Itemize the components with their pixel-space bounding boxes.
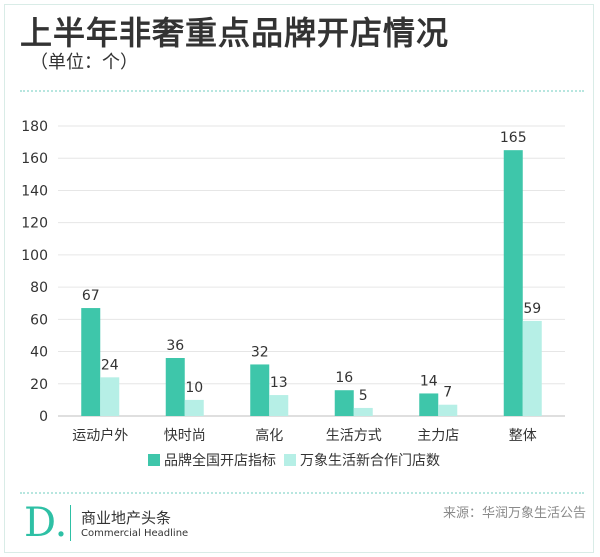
top-divider — [20, 90, 584, 92]
bar-2 — [269, 395, 289, 416]
logo-mark: D. — [24, 500, 68, 546]
x-tick-label: 主力店 — [417, 428, 459, 444]
data-label: 165 — [500, 130, 527, 146]
data-label: 7 — [443, 385, 452, 401]
bar-2 — [438, 404, 458, 416]
legend: 品牌全国开店指标 万象生活新合作门店数 — [148, 450, 448, 470]
legend-label-series2: 万象生活新合作门店数 — [300, 453, 440, 469]
data-label: 36 — [166, 338, 184, 354]
chart-frame — [4, 4, 594, 553]
y-tick-label: 80 — [30, 280, 48, 296]
logo-text-cn: 商业地产头条 — [81, 509, 172, 527]
data-label: 24 — [101, 357, 119, 373]
bar-1 — [334, 390, 354, 416]
bar-1 — [81, 308, 101, 416]
y-tick-label: 100 — [21, 248, 48, 264]
bar-1 — [250, 364, 270, 416]
source-note: 来源：华润万象生活公告 — [442, 506, 586, 521]
data-label: 16 — [335, 370, 353, 386]
legend-swatch-series1 — [148, 454, 160, 466]
legend-item-series1: 品牌全国开店指标 — [148, 450, 276, 470]
bar-2 — [353, 407, 373, 416]
y-tick-label: 140 — [21, 183, 48, 199]
bottom-divider — [20, 492, 584, 494]
legend-swatch-series2 — [284, 454, 296, 466]
data-label: 32 — [251, 344, 269, 360]
data-label: 67 — [82, 288, 100, 304]
bar-1 — [419, 393, 439, 416]
legend-label-series1: 品牌全国开店指标 — [164, 453, 276, 469]
bar-2 — [184, 399, 204, 416]
chart-title: 上半年非奢重点品牌开店情况 — [20, 14, 450, 52]
x-tick-label: 快时尚 — [164, 428, 206, 444]
y-tick-label: 180 — [21, 119, 48, 135]
y-tick-label: 0 — [39, 409, 48, 425]
y-tick-label: 160 — [21, 151, 48, 167]
bar-1 — [503, 150, 523, 416]
x-tick-label: 高化 — [255, 427, 283, 444]
bar-2 — [100, 377, 120, 416]
bar-2 — [522, 320, 542, 416]
brand-logo: D. 商业地产头条 Commercial Headline — [24, 503, 188, 543]
bar-1 — [165, 358, 185, 416]
data-label: 13 — [270, 375, 288, 391]
x-tick-label: 整体 — [509, 428, 537, 444]
data-label: 59 — [523, 301, 541, 317]
y-tick-label: 40 — [30, 345, 48, 361]
data-label: 10 — [185, 380, 203, 396]
y-tick-label: 60 — [30, 312, 48, 328]
logo-text-en: Commercial Headline — [81, 528, 189, 539]
x-tick-label: 生活方式 — [326, 428, 382, 444]
legend-item-series2: 万象生活新合作门店数 — [284, 450, 440, 470]
chart-subtitle: （单位：个） — [30, 52, 138, 73]
data-label: 14 — [420, 373, 438, 389]
data-label: 5 — [359, 388, 368, 404]
y-tick-label: 20 — [30, 377, 48, 393]
y-tick-label: 120 — [21, 216, 48, 232]
x-tick-label: 运动户外 — [72, 427, 128, 444]
logo-separator — [70, 505, 71, 541]
